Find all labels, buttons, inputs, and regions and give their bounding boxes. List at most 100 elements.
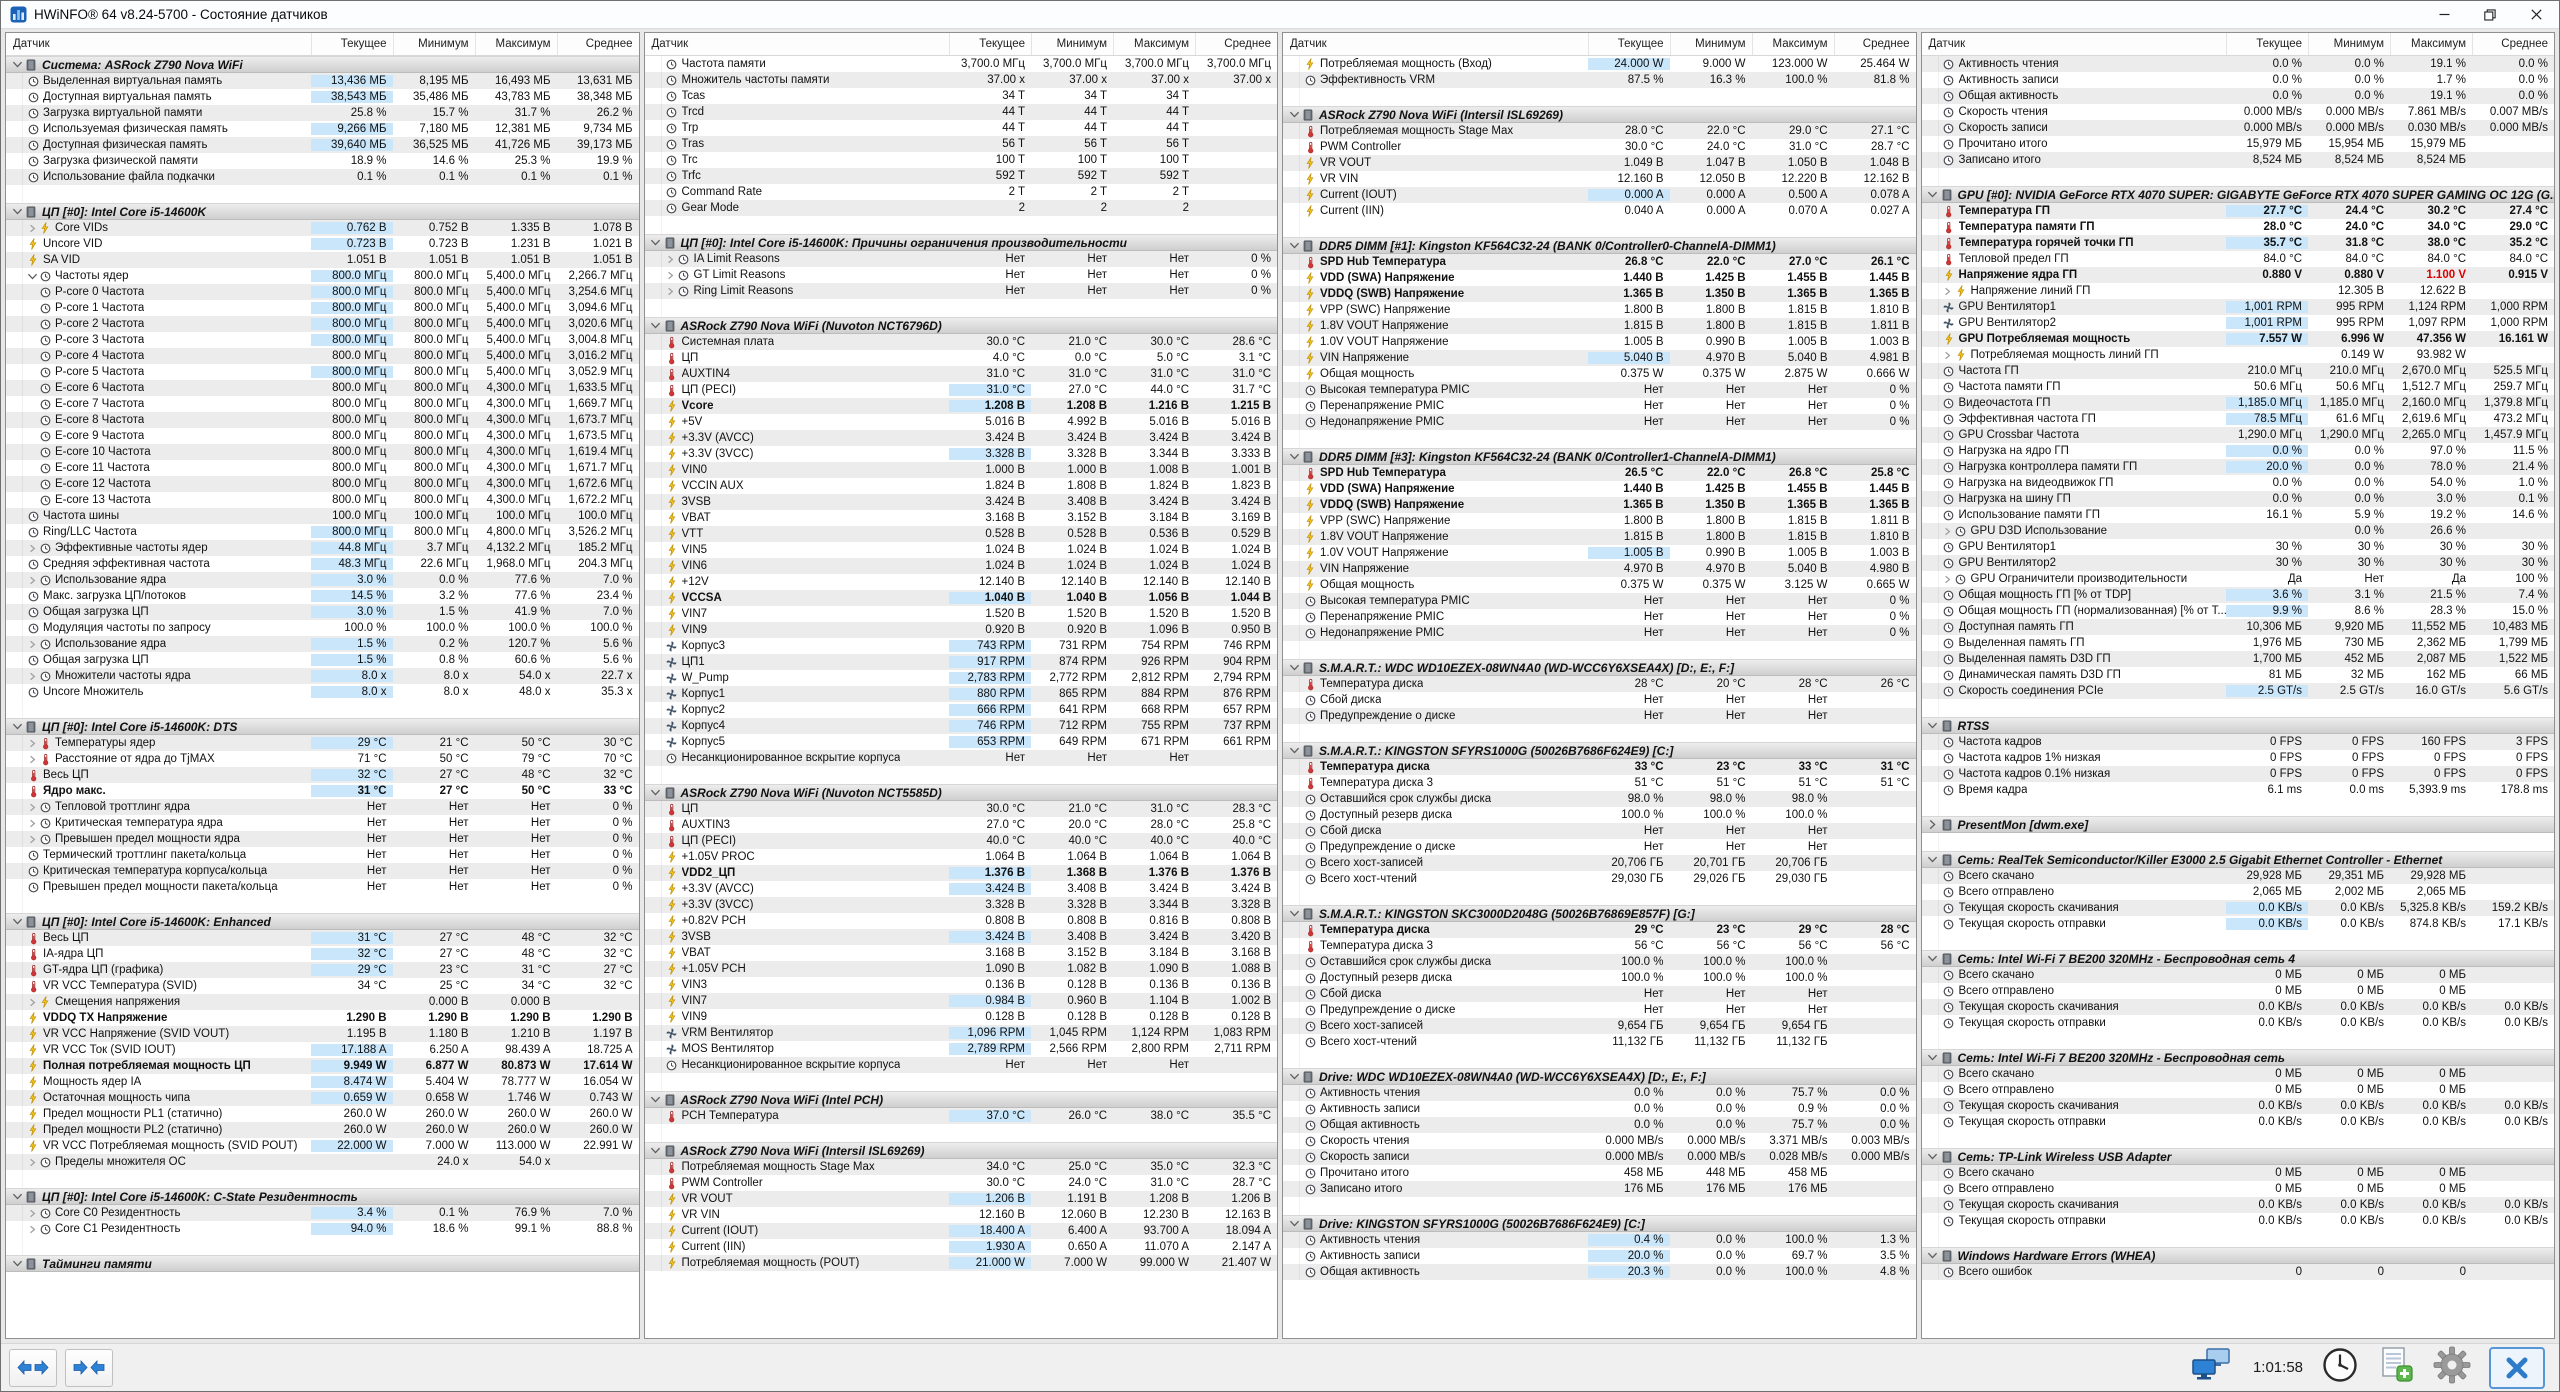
sensor-row[interactable]: Текущая скорость отправки 0.0 KB/s 0.0 KB/…: [1922, 1213, 2555, 1229]
sensor-row[interactable]: Всего хост-чтений 11,132 ГБ 11,132 ГБ 11,13…: [1283, 1034, 1916, 1050]
sensor-row[interactable]: Используемая физическая память 9,266 МБ 7,…: [6, 121, 639, 137]
sensor-row[interactable]: Системная плата 30.0 °C 21.0 °C 30.0 °C 28.6…: [644, 334, 1277, 350]
sensor-row[interactable]: P-core 5 Частота 800.0 МГц 800.0 МГц 5,400.…: [6, 364, 639, 380]
sensor-row[interactable]: Корпус2 666 RPM 641 RPM 668 RPM 657 RPM: [645, 702, 1278, 718]
sensor-row[interactable]: VIN0 1.000 В 1.000 В 1.008 В 1.001 В: [644, 462, 1277, 478]
sensor-row[interactable]: Текущая скорость отправки 0.0 KB/s 0.0 KB/…: [1922, 1015, 2555, 1031]
section-header[interactable]: ASRock Z790 Nova WiFi (Nuvoton NCT5585D): [644, 784, 1277, 801]
section-header[interactable]: Сеть: Intel Wi-Fi 7 BE200 320MHz - Беспр…: [1921, 1049, 2554, 1066]
section-header[interactable]: Drive: WDC WD10EZEX-08WN4A0 (WD-WCC6Y6XS…: [1283, 1068, 1916, 1085]
sensor-row[interactable]: Высокая температура PMIC Нет Нет Нет 0 %: [1283, 593, 1916, 609]
sensor-row[interactable]: Недонапряжение PMIC Нет Нет Нет 0 %: [1283, 625, 1916, 641]
sensor-row[interactable]: Температура ГП 27.7 °C 24.4 °C 30.2 °C 27.4 …: [1921, 203, 2554, 219]
sensor-row[interactable]: +12V 12.140 В 12.140 В 12.140 В 12.140 В: [645, 574, 1278, 590]
sensor-row[interactable]: PCH Температура 37.0 °C 26.0 °C 38.0 °C 35.5…: [644, 1108, 1277, 1124]
close-window-button[interactable]: [2513, 1, 2559, 28]
sensor-row[interactable]: Trp 44 T 44 T 44 T: [645, 120, 1278, 136]
sensor-row[interactable]: VIN5 1.024 В 1.024 В 1.024 В 1.024 В: [645, 542, 1278, 558]
section-header[interactable]: Сеть: Intel Wi-Fi 7 BE200 320MHz - Беспр…: [1921, 950, 2554, 967]
sensor-row[interactable]: Выделенная память ГП 1,976 МБ 730 МБ 2,362 …: [1922, 635, 2555, 651]
chevron-down-icon[interactable]: [1287, 909, 1301, 918]
sensor-row[interactable]: ЦП 30.0 °C 21.0 °C 31.0 °C 28.3 °C: [644, 801, 1277, 817]
sensor-row[interactable]: GT-ядра ЦП (графика) 29 °C 23 °C 31 °C 27 °C: [6, 962, 639, 978]
sensor-row[interactable]: Эффективные частоты ядер 44.8 МГц 3.7 МГц 4…: [6, 540, 639, 556]
sensor-row[interactable]: P-core 3 Частота 800.0 МГц 800.0 МГц 5,400.…: [6, 332, 639, 348]
sensor-row[interactable]: Core C0 Резидентность 3.4 % 0.1 % 76.9 % 7.0…: [6, 1205, 639, 1221]
sensor-row[interactable]: P-core 4 Частота 800.0 МГц 800.0 МГц 5,400.…: [6, 348, 639, 364]
sensor-row[interactable]: 3VSB 3.424 В 3.408 В 3.424 В 3.420 В: [644, 929, 1277, 945]
clock-icon[interactable]: [2321, 1346, 2359, 1389]
chevron-right-icon[interactable]: [1942, 287, 1954, 296]
sensor-row[interactable]: Средняя эффективная частота 48.3 МГц 22.6 …: [6, 556, 639, 572]
chevron-right-icon[interactable]: [26, 819, 38, 828]
sensor-row[interactable]: VR VCC Потребляемая мощность (SVID POUT)…: [6, 1138, 639, 1154]
sensor-row[interactable]: E-core 10 Частота 800.0 МГц 800.0 МГц 4,300…: [6, 444, 639, 460]
sensor-row[interactable]: VR VIN 12.160 В 12.060 В 12.230 В 12.163 В: [645, 1207, 1278, 1223]
sensor-row[interactable]: E-core 6 Частота 800.0 МГц 800.0 МГц 4,300.…: [6, 380, 639, 396]
sensor-row[interactable]: Тепловой троттлинг ядра Нет Нет Нет 0 %: [6, 799, 639, 815]
sensor-row[interactable]: Gear Mode 2 2 2: [644, 200, 1277, 216]
sensor-row[interactable]: P-core 1 Частота 800.0 МГц 800.0 МГц 5,400.…: [6, 300, 639, 316]
sensor-row[interactable]: VBAT 3.168 В 3.152 В 3.184 В 3.169 В: [645, 510, 1278, 526]
column-header-avg[interactable]: Среднее: [1195, 33, 1277, 55]
column-header-avg[interactable]: Среднее: [1833, 33, 1916, 55]
sensor-row[interactable]: VTT 0.528 В 0.528 В 0.536 В 0.529 В: [644, 526, 1277, 542]
sensor-row[interactable]: Current (IOUT) 18.400 A 6.400 A 93.700 A 18.…: [644, 1223, 1277, 1239]
column-header-current[interactable]: Текущее: [2226, 33, 2308, 55]
sensor-row[interactable]: VR VOUT 1.049 В 1.047 В 1.050 В 1.048 В: [1283, 155, 1916, 171]
expand-columns-button[interactable]: [9, 1348, 57, 1387]
sensor-row[interactable]: Выделенная виртуальная память 13,436 МБ 8,…: [6, 73, 639, 89]
restore-button[interactable]: [2467, 1, 2513, 28]
sensor-row[interactable]: Текущая скорость скачивания 0.0 KB/s 0.0 K…: [1921, 1197, 2554, 1213]
sensor-row[interactable]: Trcd 44 T 44 T 44 T: [644, 104, 1277, 120]
sensor-row[interactable]: Предупреждение о диске Нет Нет Нет: [1283, 1002, 1916, 1018]
sensor-row[interactable]: Температура диска 3 56 °C 56 °C 56 °C 56 °C: [1283, 938, 1916, 954]
chevron-right-icon[interactable]: [26, 576, 38, 585]
column-header-sensor[interactable]: Датчик: [1290, 38, 1327, 50]
sensor-row[interactable]: Превышен предел мощности ядра Нет Нет Нет 0 …: [6, 831, 639, 847]
sensor-row[interactable]: Потребляемая мощность (POUT) 21.000 W 7.00…: [644, 1255, 1277, 1271]
sensor-row[interactable]: VR VCC Ток (SVID IOUT) 17.188 A 6.250 A 98.…: [6, 1042, 639, 1058]
sensor-row[interactable]: VRM Вентилятор 1,096 RPM 1,045 RPM 1,124 RP…: [644, 1025, 1277, 1041]
sensor-row[interactable]: Критическая температура ядра Нет Нет Нет 0 %: [6, 815, 639, 831]
column-header-min[interactable]: Минимум: [1031, 33, 1113, 55]
sensor-row[interactable]: VIN9 0.920 В 0.920 В 1.096 В 0.950 В: [644, 622, 1277, 638]
sensor-row[interactable]: Мощность ядер IA 8.474 W 5.404 W 78.777 W 16…: [6, 1074, 639, 1090]
sensor-row[interactable]: Всего отправлено 0 МБ 0 МБ 0 МБ: [1922, 983, 2555, 999]
column-header-min[interactable]: Минимум: [2308, 33, 2390, 55]
sensor-row[interactable]: Записано итого 176 МБ 176 МБ 176 МБ: [1283, 1181, 1916, 1197]
sensor-row[interactable]: Нагрузка контроллера памяти ГП 20.0 % 0.0 …: [1921, 459, 2554, 475]
sensor-row[interactable]: VDDQ (SWB) Напряжение 1.365 В 1.350 В 1.365…: [1283, 286, 1916, 302]
sensor-row[interactable]: Текущая скорость скачивания 0.0 KB/s 0.0 K…: [1921, 999, 2554, 1015]
chevron-down-icon[interactable]: [1926, 1152, 1940, 1161]
sensor-row[interactable]: Общая загрузка ЦП 1.5 % 0.8 % 60.6 % 5.6 %: [6, 652, 639, 668]
sensor-row[interactable]: Trc 100 T 100 T 100 T: [645, 152, 1278, 168]
sensor-row[interactable]: Эффективность VRM 87.5 % 16.3 % 100.0 % 81.8…: [1283, 72, 1916, 88]
sensor-row[interactable]: Vcore 1.208 В 1.208 В 1.216 В 1.215 В: [644, 398, 1277, 414]
sensor-row[interactable]: VCCSA 1.040 В 1.040 В 1.056 В 1.044 В: [644, 590, 1277, 606]
sensor-row[interactable]: Ring Limit Reasons Нет Нет Нет 0 %: [644, 283, 1277, 299]
column-header-max[interactable]: Максимум: [474, 33, 557, 55]
sensor-row[interactable]: Всего хост-записей 20,706 ГБ 20,701 ГБ 20,7…: [1283, 855, 1916, 871]
sensor-row[interactable]: +3.3V (3VCC) 3.328 В 3.328 В 3.344 В 3.328 В: [644, 897, 1277, 913]
sensor-row[interactable]: Потребляемая мощность (Вход) 24.000 W 9.00…: [1283, 56, 1916, 72]
sensor-row[interactable]: Общая активность 0.0 % 0.0 % 19.1 % 0.0 %: [1921, 88, 2554, 104]
sensor-row[interactable]: Предел мощности PL1 (статично) 260.0 W 260…: [6, 1106, 639, 1122]
sensor-row[interactable]: Множитель частоты памяти 37.00 x 37.00 x 37…: [644, 72, 1277, 88]
sensor-row[interactable]: Использование ядра 3.0 % 0.0 % 77.6 % 7.0 %: [6, 572, 639, 588]
sensor-row[interactable]: Скорость записи 0.000 MB/s 0.000 MB/s 0.030…: [1921, 120, 2554, 136]
sensor-row[interactable]: 1.0V VOUT Напряжение 1.005 В 0.990 В 1.005 …: [1283, 545, 1916, 561]
sensor-row[interactable]: VPP (SWC) Напряжение 1.800 В 1.800 В 1.815 …: [1283, 302, 1916, 318]
sensor-row[interactable]: Прочитано итого 458 МБ 448 МБ 458 МБ: [1283, 1165, 1916, 1181]
sensor-row[interactable]: AUXTIN4 31.0 °C 31.0 °C 31.0 °C 31.0 °C: [644, 366, 1277, 382]
chevron-down-icon[interactable]: [1926, 721, 1940, 730]
column-header-current[interactable]: Текущее: [949, 33, 1031, 55]
sensor-row[interactable]: Нагрузка на ядро ГП 0.0 % 0.0 % 97.0 % 11.5 …: [1922, 443, 2555, 459]
sensor-row[interactable]: 1.8V VOUT Напряжение 1.815 В 1.800 В 1.815 …: [1283, 318, 1916, 334]
sensor-row[interactable]: Модуляция частоты по запросу 100.0 % 100.0…: [6, 620, 639, 636]
chevron-right-icon[interactable]: [26, 1225, 38, 1234]
sensor-row[interactable]: E-core 7 Частота 800.0 МГц 800.0 МГц 4,300.…: [6, 396, 639, 412]
chevron-right-icon[interactable]: [26, 739, 38, 748]
